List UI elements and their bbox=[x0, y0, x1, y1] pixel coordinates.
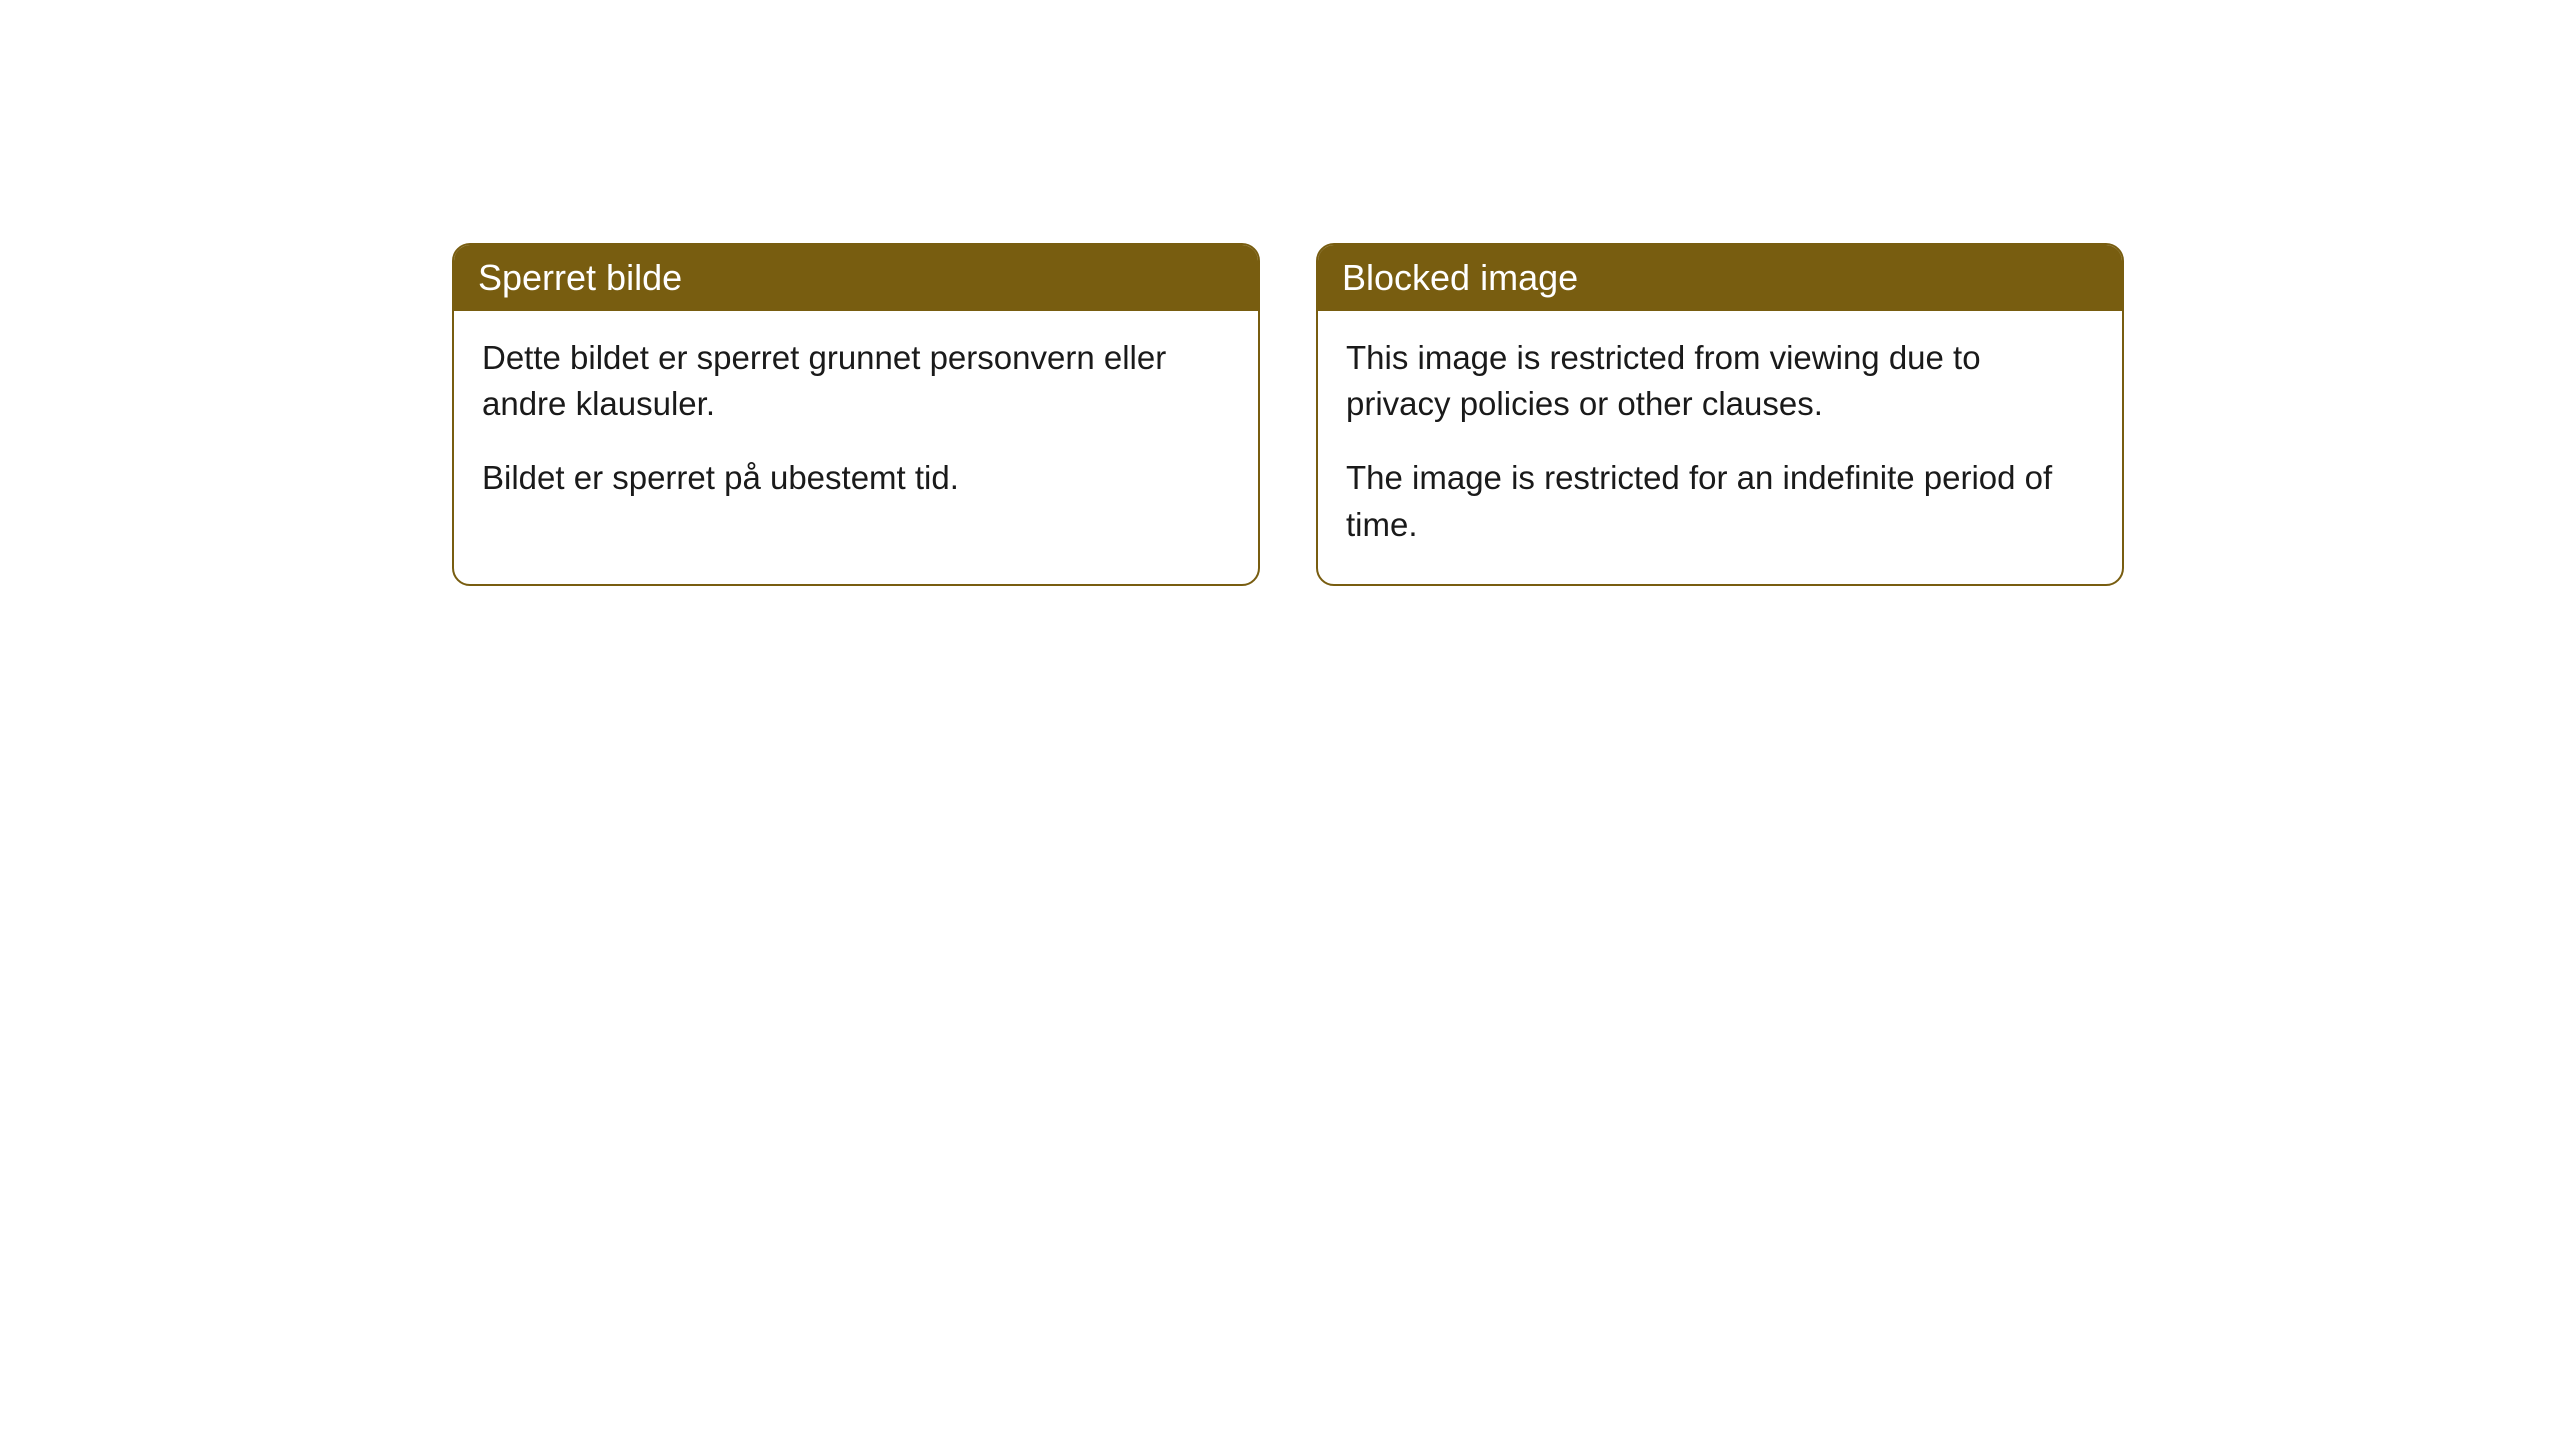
card-title: Blocked image bbox=[1342, 257, 1578, 298]
card-paragraph-1: This image is restricted from viewing du… bbox=[1346, 335, 2094, 427]
notice-cards-container: Sperret bilde Dette bildet er sperret gr… bbox=[452, 243, 2124, 586]
blocked-image-card-english: Blocked image This image is restricted f… bbox=[1316, 243, 2124, 586]
card-paragraph-2: Bildet er sperret på ubestemt tid. bbox=[482, 455, 1230, 501]
card-header: Blocked image bbox=[1318, 245, 2122, 311]
card-title: Sperret bilde bbox=[478, 257, 682, 298]
card-body: This image is restricted from viewing du… bbox=[1318, 311, 2122, 584]
card-paragraph-2: The image is restricted for an indefinit… bbox=[1346, 455, 2094, 547]
blocked-image-card-norwegian: Sperret bilde Dette bildet er sperret gr… bbox=[452, 243, 1260, 586]
card-paragraph-1: Dette bildet er sperret grunnet personve… bbox=[482, 335, 1230, 427]
card-body: Dette bildet er sperret grunnet personve… bbox=[454, 311, 1258, 538]
card-header: Sperret bilde bbox=[454, 245, 1258, 311]
